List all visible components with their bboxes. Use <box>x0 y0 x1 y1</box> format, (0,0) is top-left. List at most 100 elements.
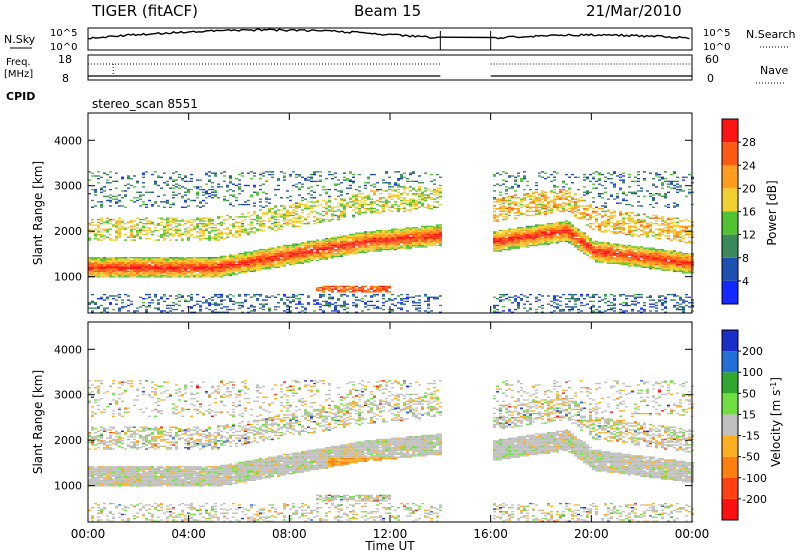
heatmap-cell <box>553 224 556 225</box>
heatmap-cell <box>127 268 130 269</box>
heatmap-cell <box>568 208 571 209</box>
heatmap-cell <box>394 246 397 247</box>
heatmap-cell <box>502 294 505 295</box>
heatmap-cell <box>517 242 520 243</box>
heatmap-cell <box>262 249 265 250</box>
heatmap-cell <box>526 193 529 194</box>
heatmap-cell <box>289 220 292 221</box>
heatmap-cell <box>526 229 529 230</box>
heatmap-cell <box>382 204 385 205</box>
heatmap-cell <box>130 265 133 266</box>
heatmap-cell <box>109 229 112 230</box>
heatmap-cell <box>271 267 274 268</box>
heatmap-cell <box>91 268 94 269</box>
heatmap-cell <box>520 238 523 239</box>
heatmap-cell <box>205 197 208 198</box>
heatmap-cell <box>136 230 139 231</box>
heatmap-cell <box>337 184 340 185</box>
heatmap-cell <box>376 245 379 246</box>
heatmap-cell <box>163 294 166 295</box>
heatmap-cell <box>229 194 232 195</box>
heatmap-cell <box>292 256 295 257</box>
heatmap-cell <box>415 193 418 194</box>
heatmap-cell <box>283 205 286 206</box>
heatmap-cell <box>310 249 313 250</box>
heatmap-cell <box>316 245 319 246</box>
heatmap-cell <box>361 248 364 249</box>
heatmap-cell <box>160 222 163 223</box>
heatmap-cell <box>421 200 424 201</box>
heatmap-cell <box>169 229 172 230</box>
heatmap-cell <box>223 233 226 234</box>
heatmap-cell <box>547 177 550 178</box>
heatmap-cell <box>193 237 196 238</box>
heatmap-cell <box>130 276 133 277</box>
heatmap-cell <box>283 173 286 174</box>
heatmap-cell <box>397 209 400 210</box>
heatmap-cell <box>283 249 286 250</box>
heatmap-cell <box>412 189 415 190</box>
heatmap-cell <box>211 197 214 198</box>
heatmap-cell <box>427 197 430 198</box>
heatmap-cell <box>277 185 280 186</box>
heatmap-cell <box>265 199 268 200</box>
heatmap-cell <box>118 310 121 311</box>
heatmap-cell <box>118 230 121 231</box>
heatmap-cell <box>100 219 103 220</box>
heatmap-cell <box>253 250 256 251</box>
heatmap-cell <box>301 294 304 295</box>
heatmap-cell <box>562 310 565 311</box>
heatmap-cell <box>274 297 277 298</box>
heatmap-cell <box>601 260 604 261</box>
heatmap-cell <box>391 235 394 236</box>
heatmap-cell <box>400 230 403 231</box>
heatmap-cell <box>544 230 547 231</box>
heatmap-cell <box>208 233 211 234</box>
heatmap-cell <box>295 248 298 249</box>
heatmap-cell <box>538 237 541 238</box>
heatmap-cell <box>601 242 604 243</box>
heatmap-cell <box>214 263 217 264</box>
heatmap-cell <box>583 179 586 180</box>
heatmap-cell <box>271 295 274 296</box>
heatmap-cell <box>397 233 400 234</box>
heatmap-cell <box>547 227 550 228</box>
heatmap-cell <box>367 209 370 210</box>
heatmap-cell <box>124 223 127 224</box>
heatmap-cell <box>277 216 280 217</box>
heatmap-cell <box>571 227 574 228</box>
heatmap-cell <box>349 181 352 182</box>
heatmap-cell <box>220 237 223 238</box>
heatmap-cell <box>592 250 595 251</box>
heatmap-cell <box>403 173 406 174</box>
heatmap-cell <box>286 190 289 191</box>
heatmap-cell <box>370 250 373 251</box>
heatmap-cell <box>322 186 325 187</box>
heatmap-cell <box>592 253 595 254</box>
heatmap-cell <box>541 190 544 191</box>
heatmap-cell <box>181 179 184 180</box>
heatmap-cell <box>592 216 595 217</box>
heatmap-cell <box>298 215 301 216</box>
heatmap-cell <box>604 211 607 212</box>
heatmap-cell <box>388 246 391 247</box>
heatmap-cell <box>520 230 523 231</box>
heatmap-cell <box>310 201 313 202</box>
heatmap-cell <box>343 290 346 291</box>
heatmap-cell <box>208 189 211 190</box>
heatmap-cell <box>547 244 550 245</box>
heatmap-cell <box>133 239 136 240</box>
heatmap-cell <box>97 201 100 202</box>
heatmap-cell <box>232 269 235 270</box>
heatmap-cell <box>280 253 283 254</box>
heatmap-cell <box>592 249 595 250</box>
heatmap-cell <box>160 259 163 260</box>
heatmap-cell <box>592 211 595 212</box>
heatmap-cell <box>97 171 100 172</box>
heatmap-cell <box>94 175 97 176</box>
heatmap-cell <box>202 274 205 275</box>
heatmap-cell <box>502 205 505 206</box>
heatmap-cell <box>229 177 232 178</box>
heatmap-cell <box>211 271 214 272</box>
heatmap-cell <box>118 263 121 264</box>
